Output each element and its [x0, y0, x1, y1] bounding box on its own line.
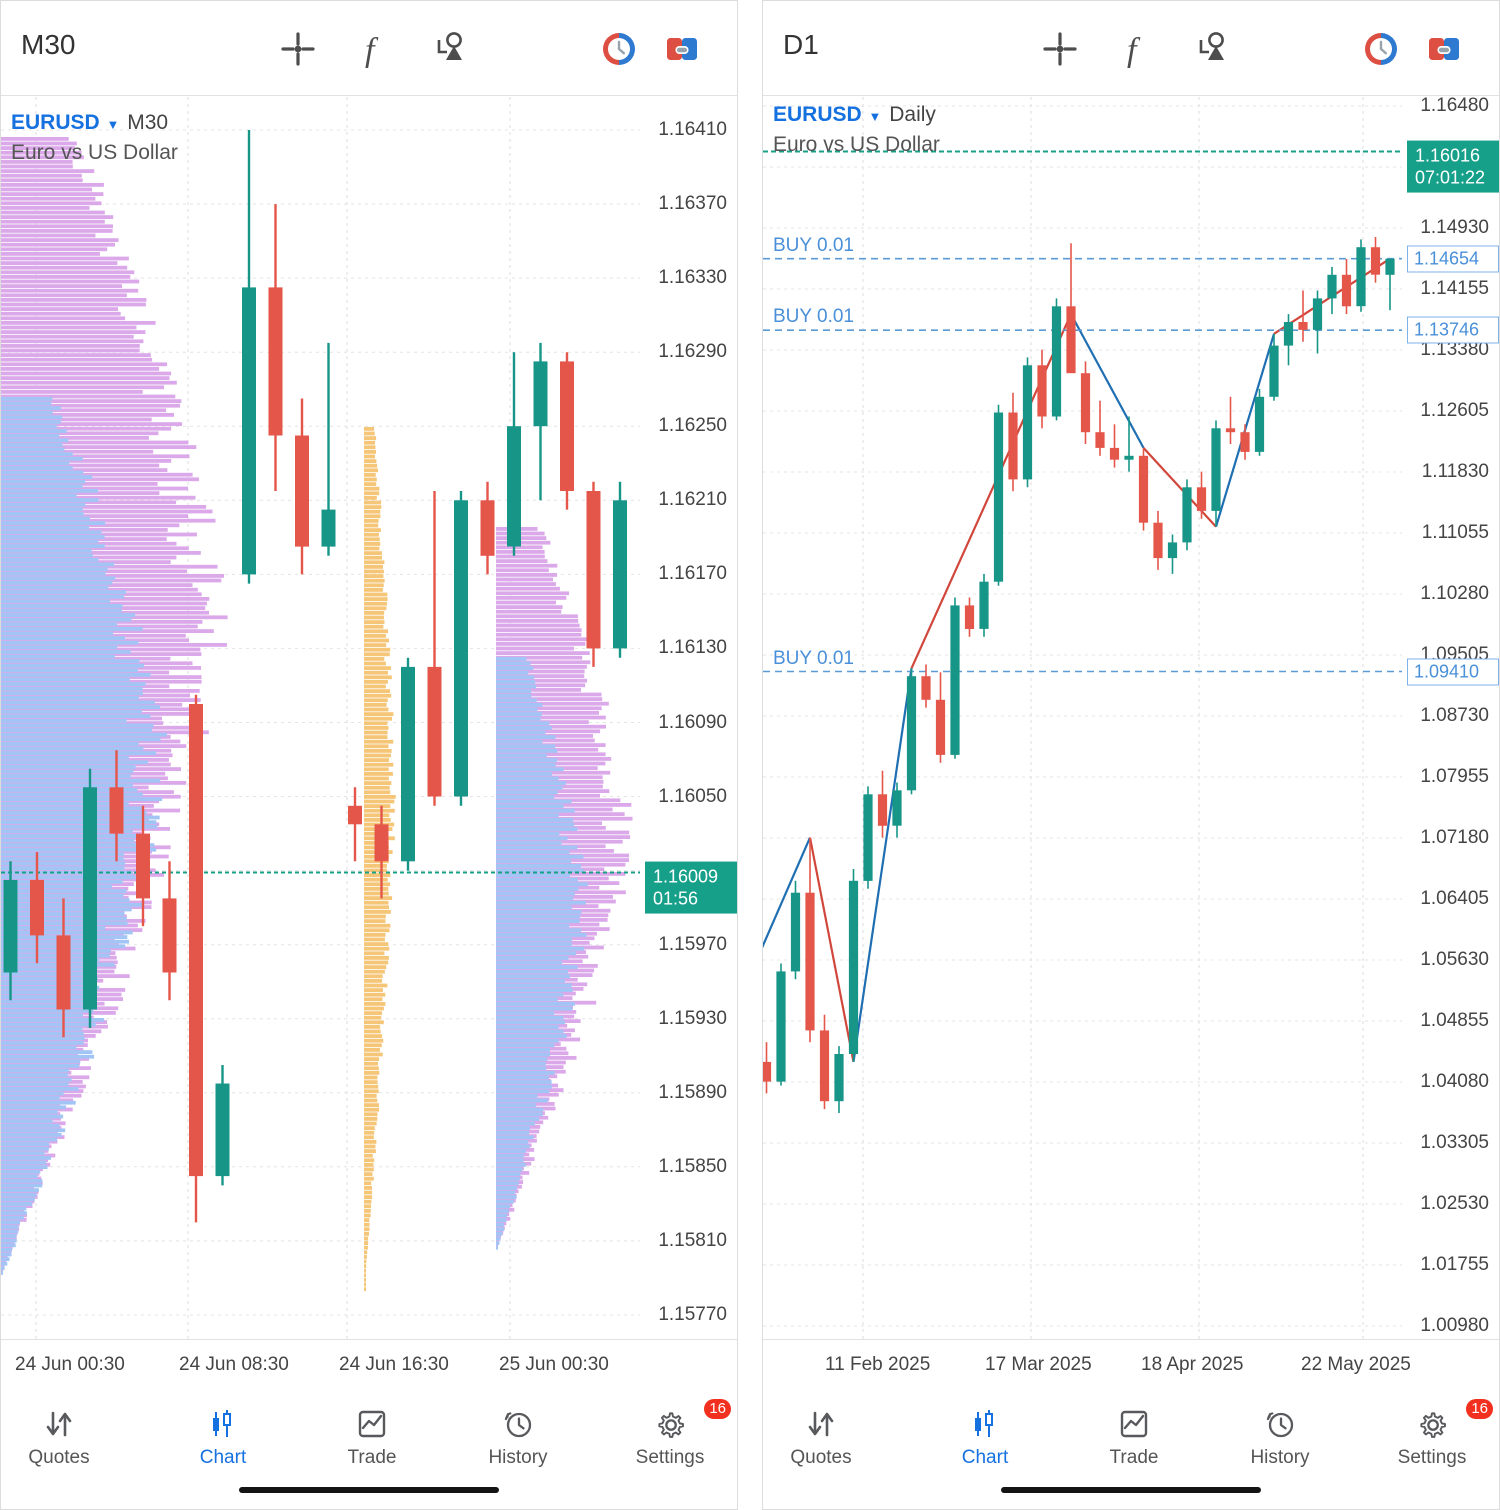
- svg-text:f: f: [365, 32, 379, 69]
- svg-text:f: f: [1127, 32, 1141, 69]
